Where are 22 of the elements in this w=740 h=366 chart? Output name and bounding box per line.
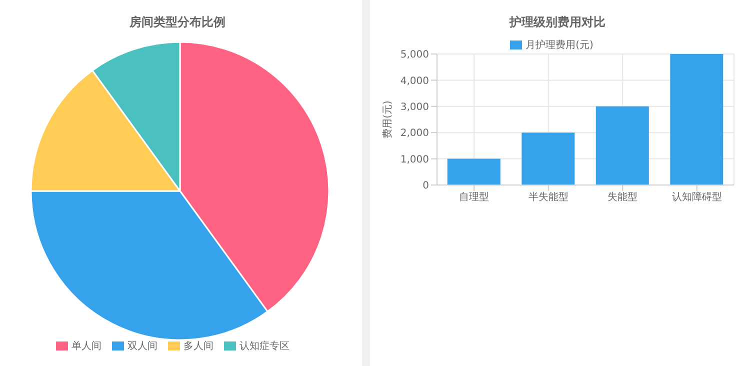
legend-label: 认知症专区 (240, 341, 290, 352)
y-tick-label: 0 (422, 180, 429, 192)
bar (596, 106, 649, 185)
y-tick-label: 5,000 (400, 50, 429, 61)
legend-label: 多人间 (184, 341, 214, 352)
y-tick-label: 3,000 (400, 102, 429, 113)
chart-title: 房间类型分布比例 (128, 14, 226, 31)
legend-label: 单人间 (72, 341, 102, 352)
y-tick-label: 1,000 (400, 154, 429, 166)
y-tick-label: 4,000 (400, 76, 429, 87)
x-tick-label: 半失能型 (528, 191, 568, 204)
legend-label: 双人间 (128, 341, 158, 352)
legend-label: 月护理费用(元) (526, 40, 594, 51)
bar (447, 158, 500, 185)
y-axis-title: 费用(元) (382, 100, 394, 138)
x-tick-label: 自理型 (459, 191, 490, 204)
y-tick-label: 2,000 (400, 128, 429, 140)
chart-title: 护理级别费用对比 (508, 14, 606, 31)
bar (522, 132, 575, 185)
x-tick-label: 认知障碍型 (672, 191, 722, 204)
x-tick-label: 失能型 (608, 191, 638, 204)
bar (670, 54, 724, 185)
